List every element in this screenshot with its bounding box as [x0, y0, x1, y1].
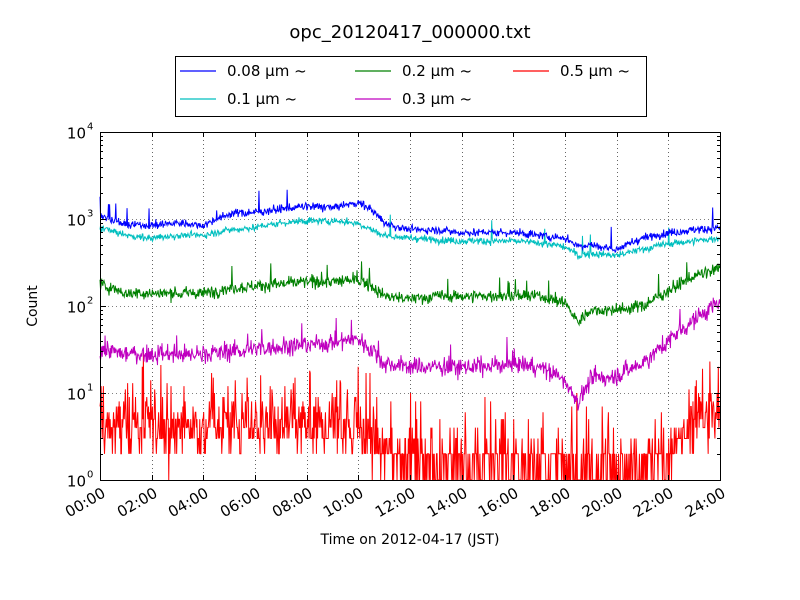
y-tick-label: 10 1: [67, 383, 93, 404]
y-tick-label: 10 0: [67, 470, 93, 491]
x-tick-labels: 00:00 02:00 04:00 06:00 08:00 10:00 12:00 14:00…: [62, 484, 728, 521]
x-tick-label: 16:00: [475, 484, 521, 521]
legend-box: [175, 56, 647, 117]
legend-label-0: 0.08 μm ~: [227, 62, 307, 80]
legend-label-2: 0.2 μm ~: [402, 62, 472, 80]
legend-label-4: 0.5 μm ~: [560, 62, 630, 80]
y-tick-exponent: 4: [87, 122, 93, 133]
series-line-0: [99, 189, 721, 254]
y-tick-exponent: 2: [87, 296, 93, 307]
series-line-1: [99, 214, 721, 260]
legend-label-3: 0.3 μm ~: [402, 90, 472, 108]
x-tick-label: 18:00: [527, 484, 573, 521]
y-tick-exponent: 0: [87, 470, 93, 481]
y-tick-label: 10 2: [67, 296, 93, 317]
y-tick-base: 10: [67, 386, 86, 404]
series-line-2: [99, 261, 721, 327]
series-layer: [99, 189, 721, 481]
x-tick-label: 08:00: [269, 484, 315, 521]
y-tick-exponent: 1: [87, 383, 93, 394]
x-tick-label: 24:00: [682, 484, 728, 521]
chart-title: opc_20120417_000000.txt: [289, 22, 530, 43]
x-tick-label: 02:00: [114, 484, 160, 521]
legend-label-1: 0.1 μm ~: [227, 90, 297, 108]
ticks: [100, 132, 721, 481]
x-tick-label: 04:00: [165, 484, 211, 521]
y-tick-base: 10: [67, 299, 86, 317]
x-tick-label: 10:00: [320, 484, 366, 521]
y-tick-base: 10: [67, 473, 86, 491]
y-tick-label: 10 3: [67, 209, 93, 230]
x-tick-label: 06:00: [217, 484, 263, 521]
x-tick-label: 12:00: [372, 484, 418, 521]
x-tick-label: 14:00: [424, 484, 470, 521]
x-tick-label: 22:00: [630, 484, 676, 521]
y-tick-base: 10: [67, 212, 86, 230]
x-tick-label: 20:00: [579, 484, 625, 521]
y-axis-label: Count: [25, 285, 41, 327]
y-tick-exponent: 3: [87, 209, 93, 220]
y-tick-label: 10 4: [67, 122, 93, 143]
legend: 0.08 μm ~ 0.1 μm ~ 0.2 μm ~ 0.3 μm ~ 0.5 μm …: [175, 56, 647, 117]
y-tick-base: 10: [67, 125, 86, 143]
series-line-3: [99, 297, 721, 411]
x-axis-label: Time on 2012-04-17 (JST): [320, 532, 500, 548]
